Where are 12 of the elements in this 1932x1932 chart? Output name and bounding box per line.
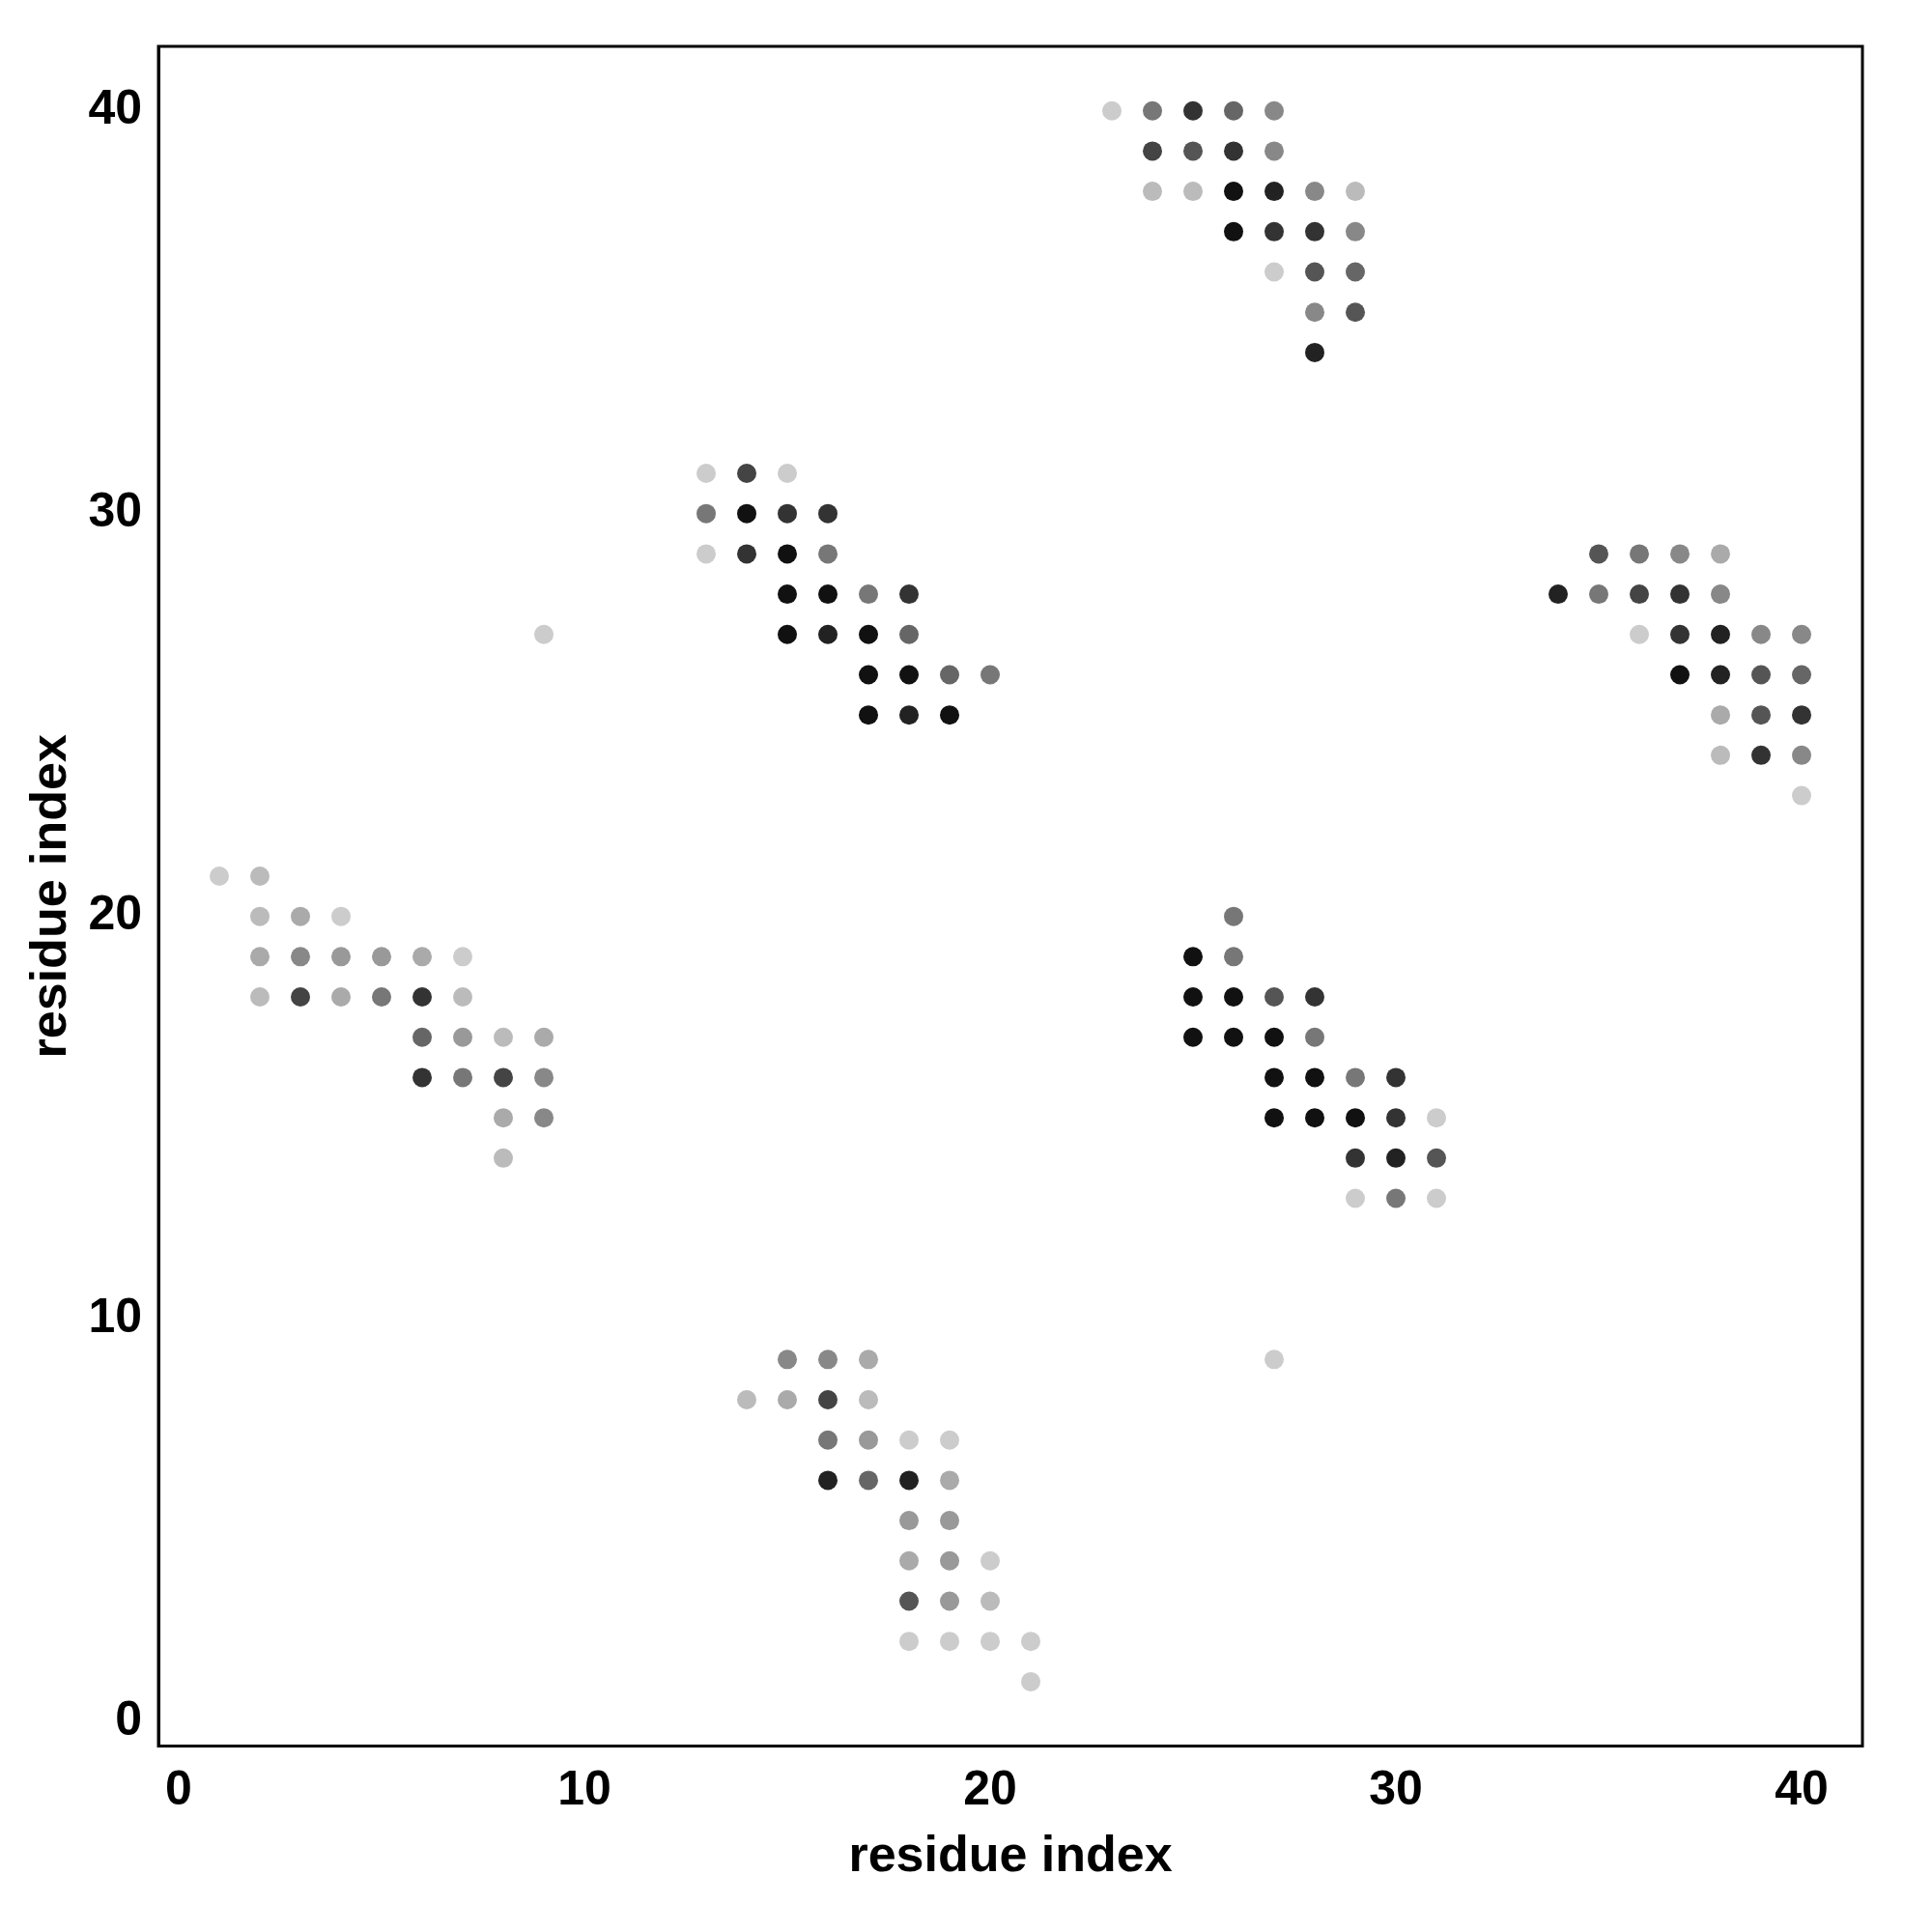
x-tick-label: 40 [1775, 1761, 1829, 1816]
y-tick-label: 40 [88, 80, 143, 135]
x-tick-label: 20 [963, 1761, 1017, 1816]
x-tick-label: 0 [165, 1761, 192, 1816]
y-tick-label: 0 [115, 1691, 143, 1747]
y-tick-label: 10 [88, 1289, 143, 1344]
y-tick-label: 30 [88, 483, 143, 538]
x-tick-label: 10 [557, 1761, 611, 1816]
x-tick-label: 30 [1369, 1761, 1423, 1816]
y-tick-label: 20 [88, 886, 143, 941]
y-axis-title: residue index [19, 734, 76, 1059]
x-axis-title: residue index [848, 1826, 1173, 1883]
